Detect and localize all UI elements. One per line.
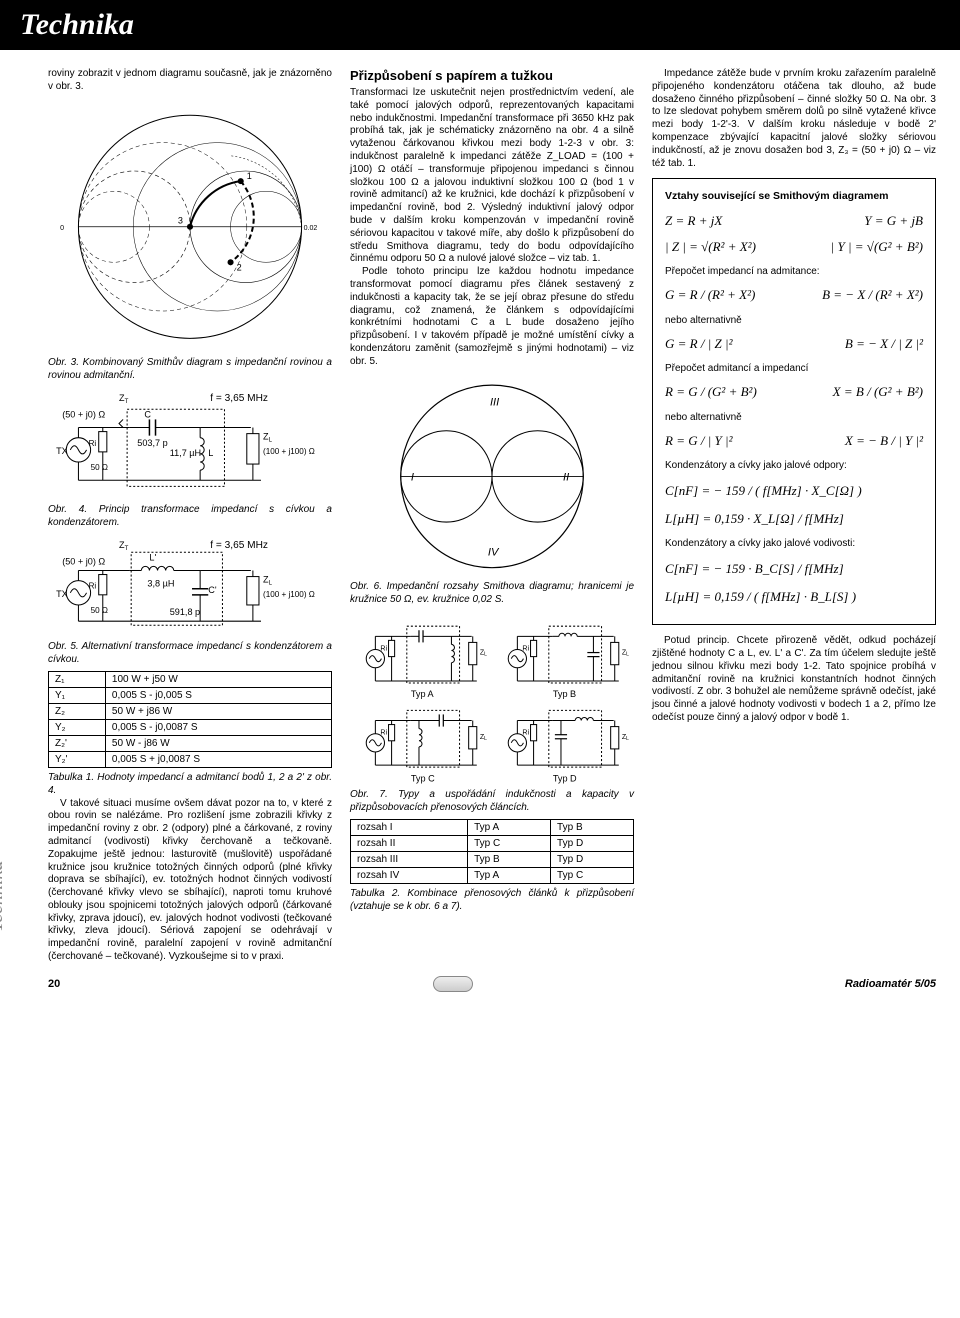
svg-text:Ri: Ri (380, 729, 387, 737)
svg-text:(100 + j100) Ω: (100 + j100) Ω (263, 447, 315, 456)
caption-4: Obr. 4. Princip transformace impedancí s… (48, 504, 332, 530)
svg-text:3: 3 (178, 215, 183, 225)
svg-text:TX: TX (56, 589, 68, 599)
svg-text:50 Ω: 50 Ω (91, 463, 108, 472)
svg-text:ZL: ZL (480, 649, 487, 658)
svg-text:(50 + j0) Ω: (50 + j0) Ω (62, 556, 105, 566)
svg-text:Ri: Ri (380, 644, 387, 652)
col2-p2: Podle tohoto principu lze každou hodnotu… (350, 266, 634, 368)
table-row: Z₂50 W + j86 W (49, 703, 332, 719)
header-title: Technika (20, 8, 134, 41)
table-row: Z₁100 W + j50 W (49, 671, 332, 687)
svg-text:0.02: 0.02 (304, 223, 318, 231)
caption-6: Obr. 6. Impedanční rozsahy Smithova diag… (350, 581, 634, 607)
svg-text:Typ B: Typ B (553, 689, 576, 699)
caption-table2: Tabulka 2. Kombinace přenosových článků … (350, 888, 634, 914)
table-row: rozsah IIITyp BTyp D (351, 851, 634, 867)
svg-text:IV: IV (488, 546, 500, 558)
footer: 20 Radioamatér 5/05 (0, 972, 960, 1000)
svg-text:50 Ω: 50 Ω (91, 606, 108, 615)
svg-text:C': C' (208, 585, 217, 595)
svg-text:1: 1 (247, 171, 252, 181)
svg-text:I: I (411, 471, 414, 483)
section-title: Přizpůsobení s papírem a tužkou (350, 68, 634, 83)
table-row: Y₂0,005 S - j0,0087 S (49, 719, 332, 735)
svg-text:Ri: Ri (522, 644, 529, 652)
page-body: roviny zobrazit v jednom diagramu součas… (0, 50, 960, 972)
svg-text:(100 + j100) Ω: (100 + j100) Ω (263, 590, 315, 599)
caption-7: Obr. 7. Typy a uspořádání indukčnosti a … (350, 789, 634, 815)
svg-text:II: II (563, 471, 569, 483)
column-3: Impedance zátěže bude v prvním kroku zař… (652, 68, 936, 964)
figure-6: III I II IV (350, 375, 634, 578)
svg-text:0: 0 (60, 223, 64, 231)
table-row: rozsah IITyp CTyp D (351, 835, 634, 851)
svg-text:ZL: ZL (622, 649, 629, 658)
svg-text:TX: TX (56, 446, 68, 456)
col3-p1: Impedance zátěže bude v prvním kroku zař… (652, 68, 936, 170)
caption-table1: Tabulka 1. Hodnoty impedancí a admitancí… (48, 772, 332, 798)
table-row: Y₂'0,005 S + j0,0087 S (49, 751, 332, 767)
header-bar: Technika (0, 0, 960, 50)
table-2: rozsah ITyp ATyp B rozsah IITyp CTyp D r… (350, 819, 634, 884)
col1-intro: roviny zobrazit v jednom diagramu součas… (48, 68, 332, 94)
svg-text:Ri: Ri (89, 439, 97, 448)
table-row: rozsah ITyp ATyp B (351, 819, 634, 835)
table-row: Z₂'50 W - j86 W (49, 735, 332, 751)
col1-para2: V takové situaci musíme ovšem dávat pozo… (48, 798, 332, 964)
formula-box: Vztahy související se Smithovým diagrame… (652, 178, 936, 625)
svg-text:ZL: ZL (622, 733, 629, 742)
caption-3: Obr. 3. Kombinovaný Smithův diagram s im… (48, 357, 332, 383)
figure-5: ZT f = 3,65 MHz (50 + j0) Ω TX Ri 50 Ω (48, 536, 332, 637)
svg-text:(50 + j0) Ω: (50 + j0) Ω (62, 409, 105, 419)
column-1: roviny zobrazit v jednom diagramu součas… (48, 68, 332, 964)
svg-text:503,7 p: 503,7 p (137, 438, 167, 448)
col2-p1: Transformaci lze uskutečnit nejen prostř… (350, 87, 634, 266)
svg-text:L': L' (149, 552, 156, 562)
side-label: Technika (0, 860, 8, 931)
svg-text:11,7 µH: 11,7 µH (170, 448, 201, 458)
svg-text:f = 3,65 MHz: f = 3,65 MHz (210, 540, 268, 551)
svg-text:Ri: Ri (89, 582, 97, 591)
caption-5: Obr. 5. Alternativní transformace impeda… (48, 641, 332, 667)
svg-text:ZL: ZL (263, 575, 273, 587)
svg-text:3,8 µH: 3,8 µH (147, 579, 174, 589)
footer-logo-icon (433, 976, 473, 992)
table-row: rozsah IVTyp ATyp C (351, 867, 634, 883)
col3-p2: Potud princip. Chcete přirozeně vědět, o… (652, 635, 936, 725)
column-2: Přizpůsobení s papírem a tužkou Transfor… (350, 68, 634, 964)
svg-text:Typ C: Typ C (411, 773, 435, 783)
svg-text:L: L (208, 448, 213, 458)
svg-text:Typ A: Typ A (411, 689, 435, 699)
svg-text:ZL: ZL (480, 733, 487, 742)
svg-text:2: 2 (237, 262, 242, 272)
footer-brand: Radioamatér 5/05 (845, 978, 936, 990)
svg-text:III: III (490, 396, 499, 408)
svg-text:591,8 p: 591,8 p (170, 607, 200, 617)
fig4-f: f = 3,65 MHz (210, 393, 268, 404)
table-row: Y₁0,005 S - j0,005 S (49, 687, 332, 703)
svg-text:Typ D: Typ D (553, 773, 577, 783)
figure-4: ZT f = 3,65 MHz (50 + j0) Ω C TX Ri 50 Ω (48, 389, 332, 501)
table-1: Z₁100 W + j50 W Y₁0,005 S - j0,005 S Z₂5… (48, 671, 332, 768)
svg-text:ZT: ZT (119, 540, 129, 552)
formula-title: Vztahy související se Smithovým diagrame… (665, 189, 923, 205)
svg-text:ZL: ZL (263, 431, 273, 443)
page-number: 20 (48, 978, 60, 990)
fig4-zt: ZT (119, 393, 129, 405)
figure-3: 1 3 2 0.02 0 (48, 100, 332, 354)
svg-text:C: C (144, 409, 151, 419)
figure-7: Ri ZL (350, 613, 634, 785)
svg-text:Ri: Ri (522, 729, 529, 737)
